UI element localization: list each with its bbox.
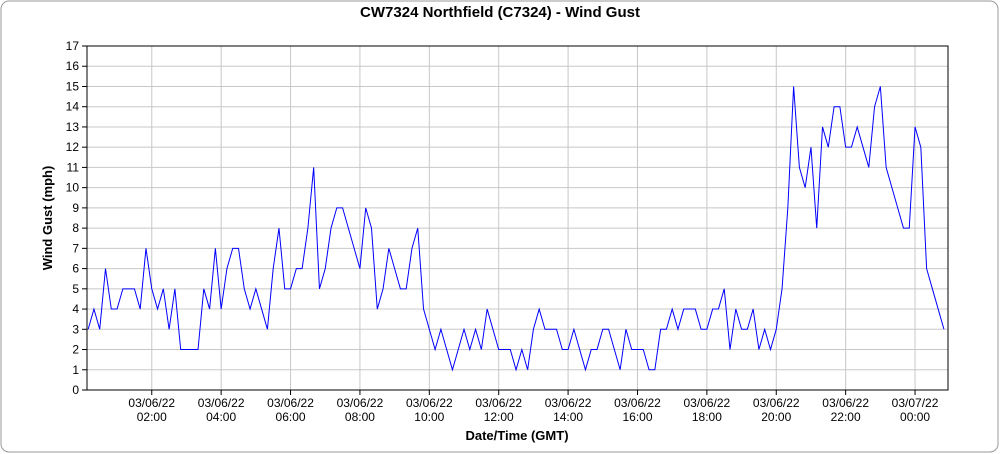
y-tick-label: 6 <box>72 262 79 276</box>
y-tick-label: 1 <box>72 363 79 377</box>
x-tick-label: 03/06/22 02:00 <box>128 396 175 424</box>
y-tick-label: 14 <box>66 100 80 114</box>
x-axis-label: Date/Time (GMT) <box>465 428 568 443</box>
y-tick-label: 16 <box>66 59 80 73</box>
x-tick-label: 03/06/22 14:00 <box>545 396 592 424</box>
y-tick-label: 12 <box>66 140 80 154</box>
x-tick-label: 03/06/22 12:00 <box>475 396 522 424</box>
x-tick-label: 03/06/22 06:00 <box>267 396 314 424</box>
y-tick-label: 10 <box>66 181 80 195</box>
x-tick-label: 03/06/22 08:00 <box>337 396 384 424</box>
x-tick-label: 03/06/22 16:00 <box>614 396 661 424</box>
y-axis-label: Wind Gust (mph) <box>40 166 55 271</box>
y-tick-label: 3 <box>72 322 79 336</box>
y-tick-label: 8 <box>72 221 79 235</box>
y-tick-label: 7 <box>72 241 79 255</box>
chart-title: CW7324 Northfield (C7324) - Wind Gust <box>360 4 640 21</box>
y-tick-label: 11 <box>67 160 80 174</box>
data-line <box>87 86 945 372</box>
y-tick-label: 0 <box>72 383 79 397</box>
x-tick-label: 03/06/22 22:00 <box>822 396 869 424</box>
x-tick-label: 03/06/22 04:00 <box>198 396 245 424</box>
y-tick-label: 9 <box>72 201 79 215</box>
x-tick-label: 03/07/22 00:00 <box>892 396 939 424</box>
x-tick-label: 03/06/22 18:00 <box>684 396 731 424</box>
y-tick-label: 5 <box>72 282 79 296</box>
x-tick-label: 03/06/22 20:00 <box>753 396 800 424</box>
plot-border <box>86 45 949 391</box>
y-tick-label: 17 <box>66 39 80 53</box>
y-tick-label: 2 <box>72 343 79 357</box>
y-tick-label: 15 <box>66 79 80 93</box>
y-tick-label: 13 <box>66 120 80 134</box>
y-tick-label: 4 <box>72 302 79 316</box>
x-tick-label: 03/06/22 10:00 <box>406 396 453 424</box>
